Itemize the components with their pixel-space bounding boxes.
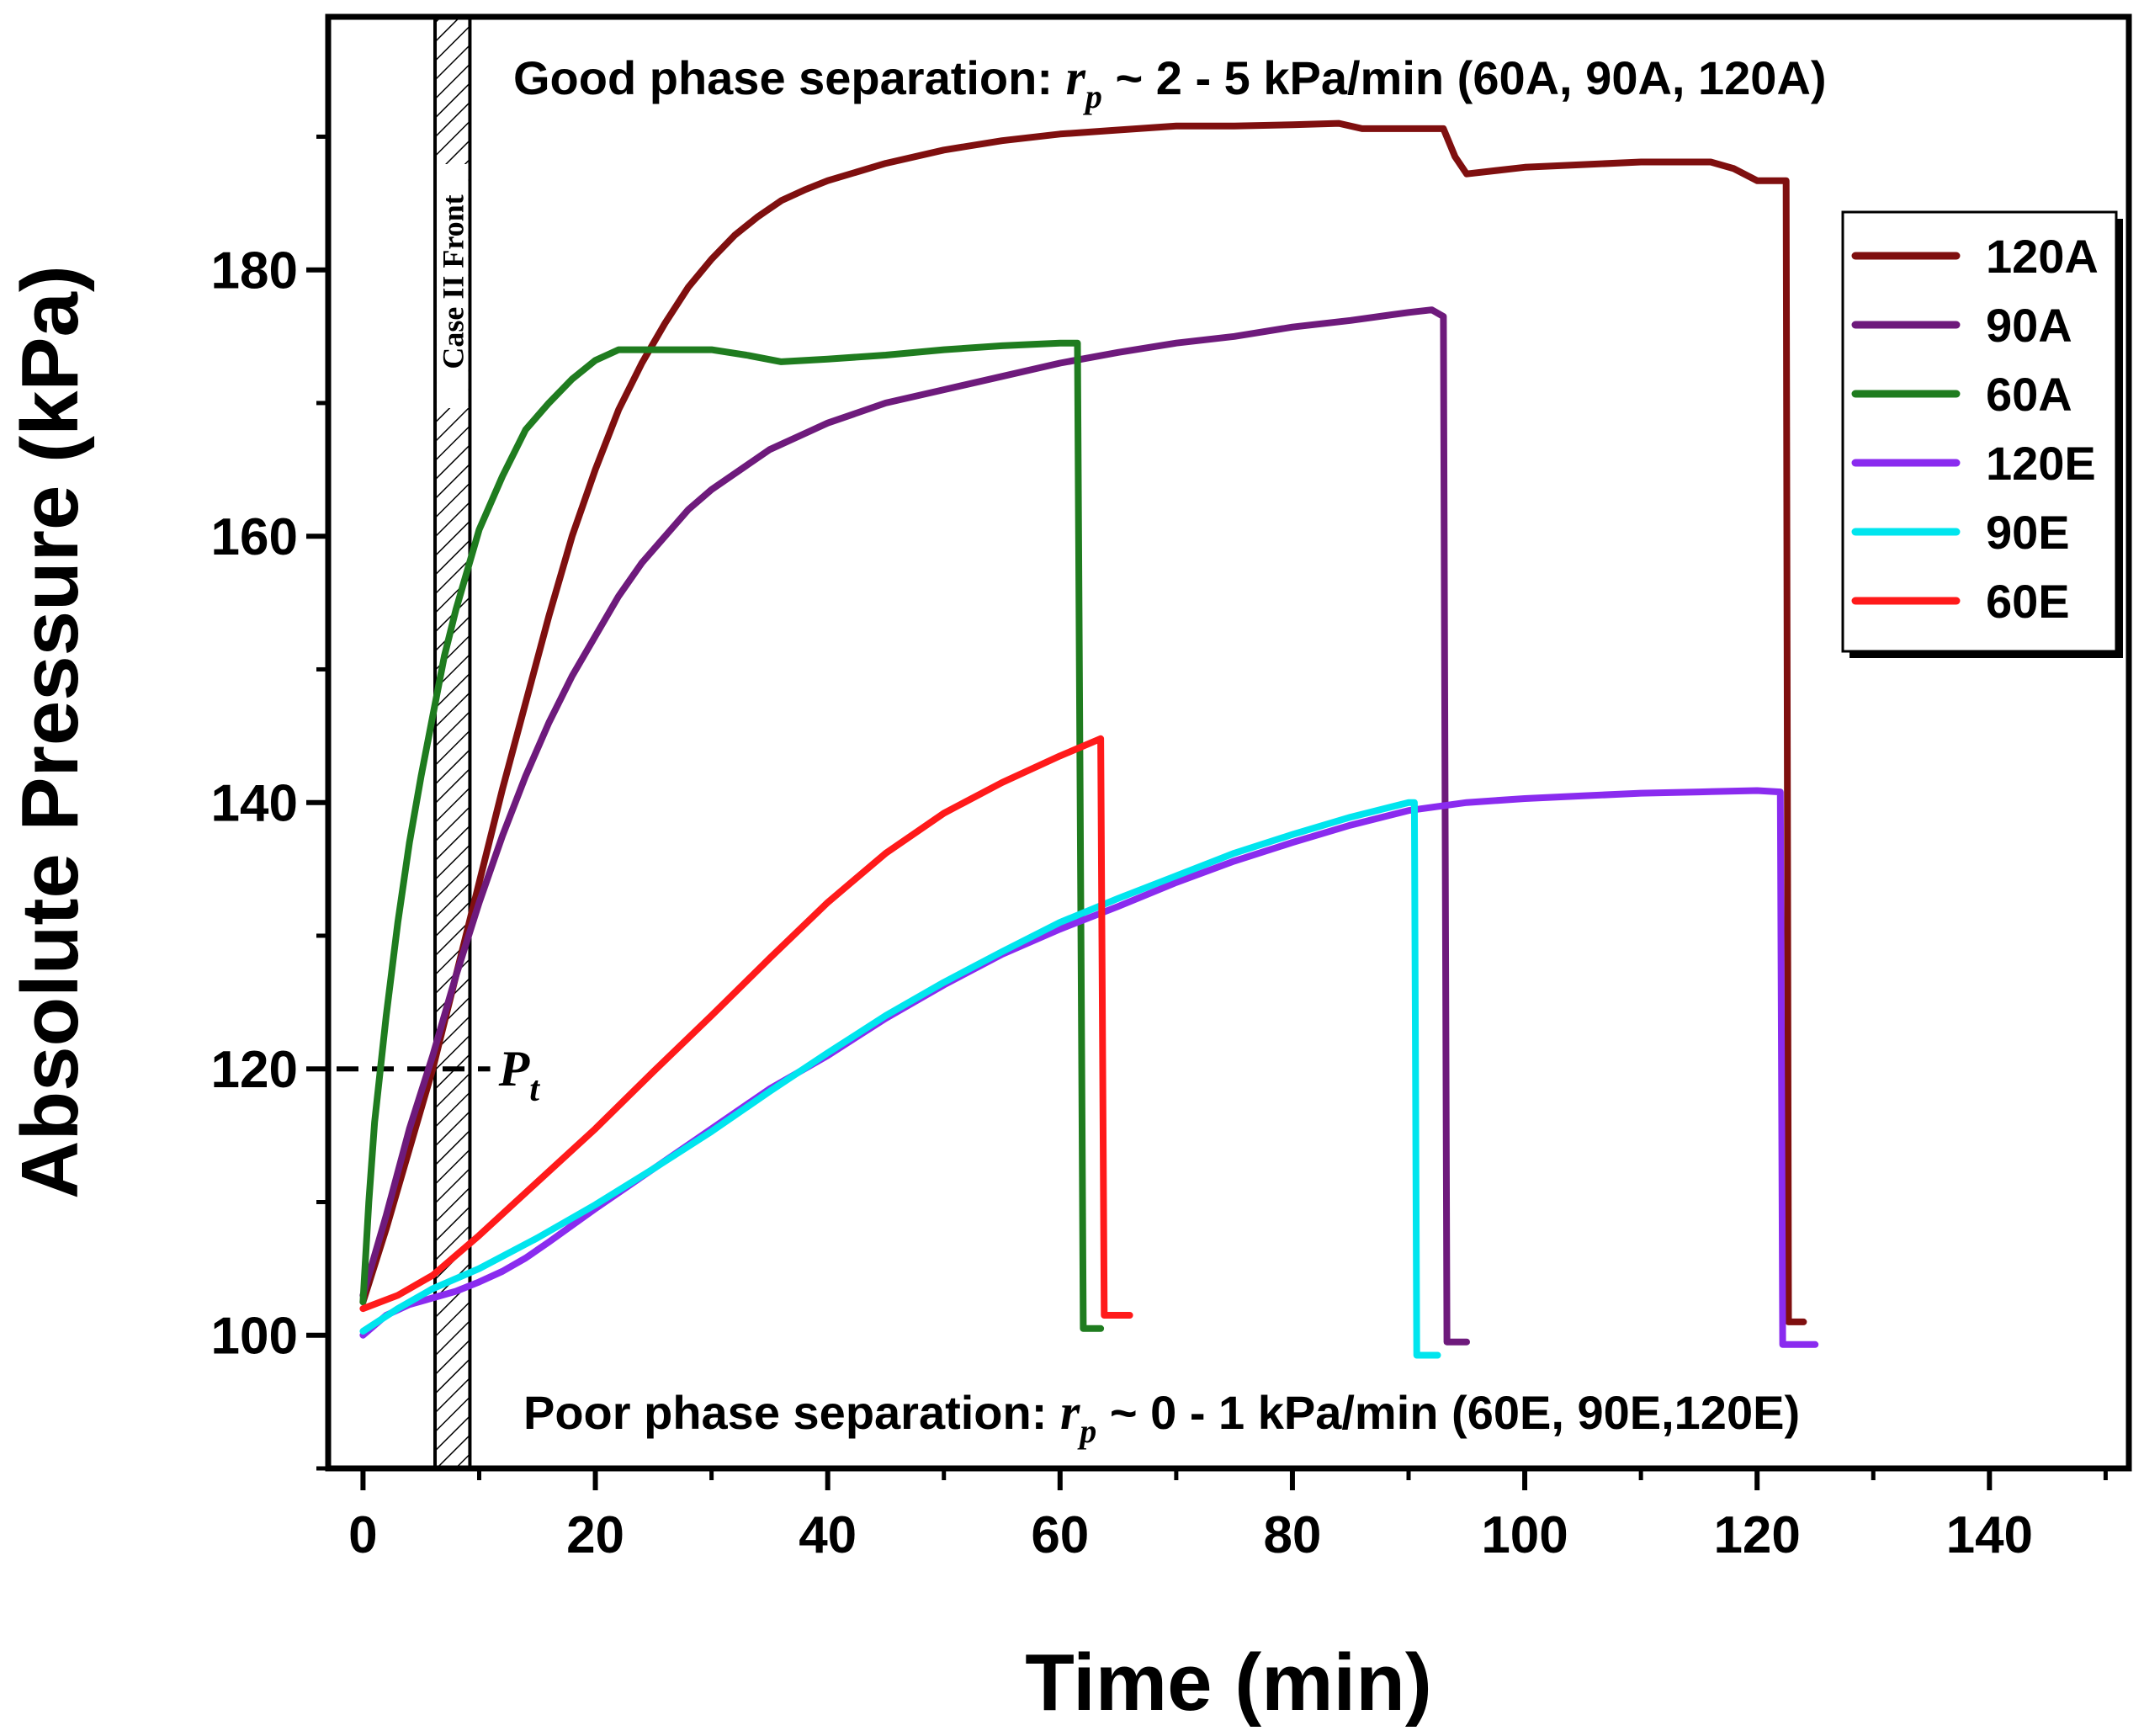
case-ii-front-label-background <box>437 164 469 408</box>
series-group <box>359 119 1819 1359</box>
legend-label-120a: 120A <box>1986 230 2099 283</box>
top-annotation-prefix: Good phase separation: <box>513 51 1066 104</box>
y-tick-label: 180 <box>211 242 298 300</box>
y-tick-label: 160 <box>211 508 298 566</box>
legend-label-90a: 90A <box>1986 299 2072 352</box>
x-tick-label: 100 <box>1481 1506 1568 1564</box>
top-annotation-sub: p <box>1083 77 1102 115</box>
legend-label-60e: 60E <box>1986 575 2070 628</box>
pt-label-main: P <box>498 1041 531 1096</box>
x-tick-label: 40 <box>799 1506 857 1564</box>
x-tick-label: 60 <box>1031 1506 1089 1564</box>
series-line-60e <box>359 735 1133 1319</box>
bottom-annotation: Poor phase separation: rp ~ 0 - 1 kPa/mi… <box>523 1384 1800 1450</box>
x-tick-label: 140 <box>1946 1506 2033 1564</box>
series-line-60a <box>359 339 1105 1332</box>
legend-label-120e: 120E <box>1986 437 2096 490</box>
y-tick-label: 140 <box>211 775 298 833</box>
x-axis-title: Time (min) <box>1025 1638 1432 1728</box>
y-axis-title: Absolute Pressure (kPa) <box>5 265 95 1199</box>
series-line-120a <box>359 119 1807 1325</box>
case-ii-front-label: Case II Front <box>437 194 470 369</box>
bottom-annotation-sub: p <box>1077 1412 1096 1450</box>
top-annotation-suffix: ~ 2 - 5 kPa/min (60A, 90A, 120A) <box>1102 51 1827 104</box>
legend-box <box>1841 210 2118 653</box>
pt-label-subscript: t <box>529 1070 540 1109</box>
bottom-annotation-r: r <box>1060 1384 1080 1440</box>
top-annotation: Good phase separation: rp ~ 2 - 5 kPa/mi… <box>513 50 1827 115</box>
legend-label-90e: 90E <box>1986 506 2070 559</box>
pt-label: Pt <box>498 1041 541 1109</box>
axis-ticks <box>306 134 2108 1490</box>
x-tick-label: 80 <box>1263 1506 1321 1564</box>
series-line-120e <box>359 787 1819 1348</box>
series-line-90e <box>359 799 1441 1359</box>
bottom-annotation-suffix: ~ 0 - 1 kPa/min (60E, 90E,120E) <box>1096 1386 1800 1439</box>
x-tick-label: 20 <box>566 1506 624 1564</box>
legend: 120A 90A 60A 120E 90E 60E <box>1841 210 2123 658</box>
bottom-annotation-prefix: Poor phase separation: <box>523 1386 1060 1439</box>
x-tick-label: 0 <box>348 1506 377 1564</box>
plot-frame <box>325 13 2132 1472</box>
y-tick-label: 100 <box>211 1308 298 1366</box>
legend-label-60a: 60A <box>1986 368 2072 421</box>
x-tick-label: 120 <box>1713 1506 1800 1564</box>
series-line-90a <box>359 306 1470 1346</box>
y-tick-label: 120 <box>211 1041 298 1099</box>
tick-labels: 0 20 40 60 80 100 120 140 100 120 140 160 180 <box>211 242 2034 1564</box>
top-annotation-r: r <box>1066 50 1086 105</box>
